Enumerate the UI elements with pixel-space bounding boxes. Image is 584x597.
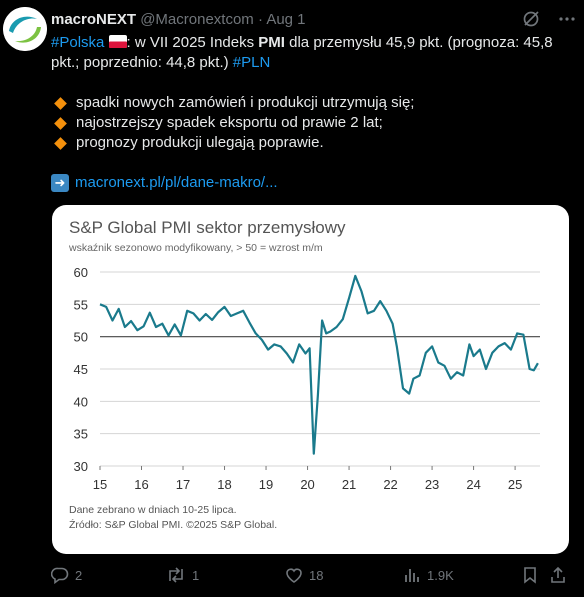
repost-count: 1 [192, 567, 200, 583]
x-tick-label: 16 [134, 477, 148, 492]
chart-title: S&P Global PMI sektor przemysłowy [69, 218, 346, 237]
y-tick-label: 45 [74, 362, 88, 377]
y-tick-label: 40 [74, 394, 88, 409]
chart-note: Dane zebrano w dniach 10-25 lipca. Źródł… [69, 503, 277, 533]
right-arrow-icon: ➜ [51, 174, 69, 192]
link-line: ➜ macronext.pl/pl/dane-makro/... [51, 173, 576, 193]
bullet-text: prognozy produkcji ulegają poprawie. [76, 134, 324, 151]
tweet-text: #Polska : w VII 2025 Indeks PMI dla prze… [51, 33, 576, 73]
x-tick-label: 23 [425, 477, 439, 492]
orange-diamond-icon [54, 136, 67, 150]
share-button[interactable] [549, 566, 567, 584]
x-tick-label: 22 [383, 477, 397, 492]
tweet-link[interactable]: macronext.pl/pl/dane-makro/... [75, 174, 278, 191]
bookmark-button[interactable] [521, 566, 539, 584]
y-tick-label: 60 [74, 265, 88, 280]
x-tick-label: 19 [259, 477, 273, 492]
bullet-item: najostrzejszy spadek eksportu od prawie … [51, 113, 576, 133]
views-button[interactable]: 1.9K [403, 566, 454, 584]
author-name[interactable]: macroNEXT [51, 11, 137, 28]
tweet-body: #Polska : w VII 2025 Indeks PMI dla prze… [51, 33, 576, 193]
x-tick-label: 21 [342, 477, 356, 492]
x-tick-label: 17 [176, 477, 190, 492]
reply-icon [51, 567, 69, 584]
grok-icon[interactable] [522, 10, 540, 33]
like-button[interactable]: 18 [285, 566, 323, 584]
bullet-text: najostrzejszy spadek eksportu od prawie … [76, 114, 383, 131]
chart-card[interactable]: S&P Global PMI sektor przemysłowy wskaźn… [52, 205, 569, 554]
tweet-date[interactable]: Aug 1 [266, 11, 306, 28]
x-tick-label: 20 [300, 477, 314, 492]
tweet-text-intro: : w VII 2025 Indeks [126, 34, 259, 51]
heart-icon [286, 568, 302, 583]
orange-diamond-icon [54, 96, 67, 110]
author-handle[interactable]: @Macronextcom [140, 11, 254, 28]
avatar[interactable] [3, 7, 47, 51]
poland-flag-icon [108, 35, 127, 48]
chart-note-dates: Dane zebrano w dniach 10-25 lipca. [69, 504, 237, 516]
reply-count: 2 [75, 567, 83, 583]
bullet-list: spadki nowych zamówień i produkcji utrzy… [51, 93, 576, 153]
repost-icon [169, 567, 183, 583]
y-tick-label: 35 [74, 427, 88, 442]
tweet-text-bold: PMI [258, 34, 285, 51]
macronext-logo-icon [3, 7, 47, 51]
tweet-text-main: dla przemysłu 45,9 pkt. (prognoza: 45,8 … [51, 34, 553, 71]
pmi-series-line [99, 274, 539, 455]
orange-diamond-icon [54, 116, 67, 130]
chart-note-source: Źródło: S&P Global PMI. ©2025 S&P Global… [69, 519, 278, 531]
share-icon [551, 566, 565, 583]
x-tick-label: 25 [508, 477, 522, 492]
more-dots-icon[interactable] [558, 10, 576, 33]
reply-button[interactable]: 2 [51, 566, 82, 584]
like-count: 18 [309, 567, 324, 583]
repost-button[interactable]: 1 [166, 566, 199, 584]
x-tick-label: 18 [217, 477, 231, 492]
x-tick-label: 15 [93, 477, 107, 492]
chart-subtitle: wskaźnik sezonowo modyfikowany, > 50 = w… [69, 242, 323, 254]
views-count: 1.9K [427, 567, 454, 583]
hashtag-polska[interactable]: #Polska [51, 34, 105, 51]
pmi-line-chart: 30 35 40 45 50 55 60 15 16 17 18 19 20 21 22 23 24 25 [74, 265, 540, 492]
y-tick-label: 50 [74, 330, 88, 345]
header-icons [522, 10, 576, 33]
bullet-item: spadki nowych zamówień i produkcji utrzy… [51, 93, 576, 113]
bullet-item: prognozy produkcji ulegają poprawie. [51, 133, 576, 153]
x-tick-label: 24 [466, 477, 480, 492]
separator-dot: · [257, 11, 263, 28]
tweet-header: macroNEXT @Macronextcom · Aug 1 [51, 10, 306, 30]
views-icon [405, 569, 419, 582]
y-tick-label: 55 [74, 297, 88, 312]
bookmark-icon [524, 567, 536, 584]
y-tick-label: 30 [74, 459, 88, 474]
bullet-text: spadki nowych zamówień i produkcji utrzy… [76, 94, 415, 111]
hashtag-pln[interactable]: #PLN [232, 54, 271, 71]
